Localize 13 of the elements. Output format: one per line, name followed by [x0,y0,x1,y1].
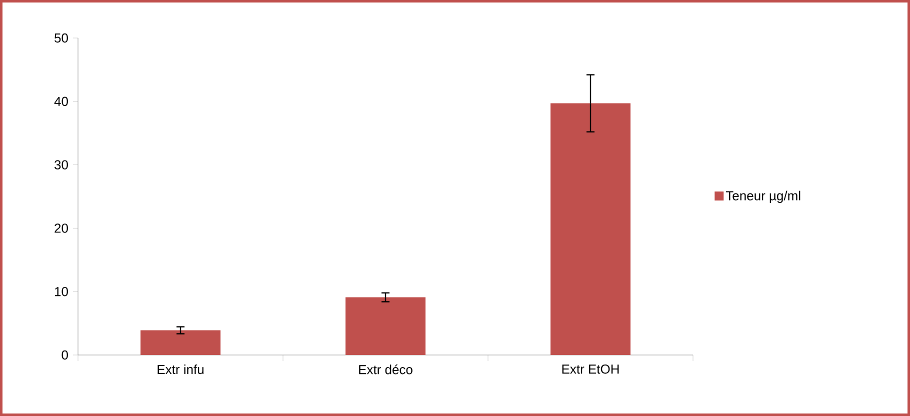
y-tick-label: 30 [54,160,68,170]
bar [550,103,631,355]
x-tick-label: Extr EtOH [562,364,619,374]
y-tick-label: 40 [54,96,68,106]
y-tick-label: 0 [62,350,68,360]
legend-label: Teneur µg/ml [726,190,800,203]
y-tick-label: 10 [54,286,68,296]
bar [140,330,221,355]
bar [346,297,426,355]
y-tick-label: 20 [54,224,68,233]
x-tick-label: Extr déco [359,364,412,374]
x-tick-label: Extr infu [158,364,204,374]
y-tick-label: 50 [54,33,68,43]
